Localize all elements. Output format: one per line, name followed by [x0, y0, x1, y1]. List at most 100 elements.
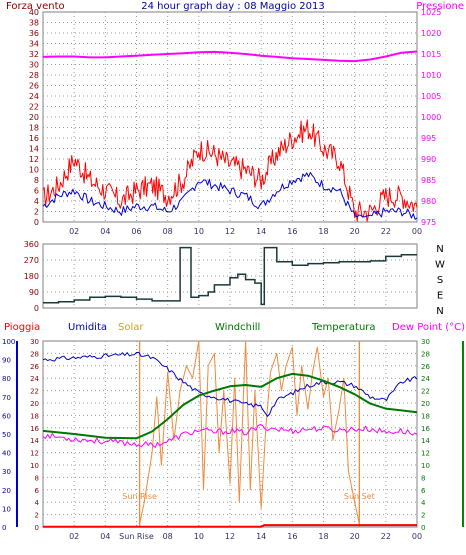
dewpoint-line — [42, 424, 418, 448]
rain-y-tick: 0 — [35, 524, 39, 532]
temp-y-tick: 20 — [421, 400, 430, 408]
x-tick-bottom: 10 — [194, 532, 204, 541]
temp-y-tick: 12 — [421, 450, 430, 458]
x-tick: 22 — [381, 227, 391, 236]
x-tick-bottom: 00 — [412, 532, 422, 541]
temp-y-tick: 4 — [421, 499, 426, 507]
rain-y-tick: 6 — [35, 487, 40, 495]
humidity-y-tick: 70 — [2, 394, 11, 402]
temp-y-tick: 0 — [421, 524, 425, 532]
x-tick: 06 — [131, 227, 141, 236]
wind-y-tick: 6 — [34, 187, 39, 196]
temp-y-tick: 14 — [421, 437, 430, 445]
wind-y-tick: 0 — [34, 218, 39, 227]
sunrise-annotation: Sun Rise — [122, 492, 157, 501]
wind-title: Forza vento — [6, 1, 65, 12]
direction-y-tick: 90 — [29, 288, 39, 297]
rain-y-tick: 26 — [30, 363, 39, 371]
x-tick-bottom: 08 — [163, 532, 173, 541]
wind-y-tick: 14 — [29, 145, 39, 154]
pressure-y-tick: 1020 — [421, 29, 441, 38]
x-tick: 12 — [225, 227, 235, 236]
wind-pressure-grid — [43, 12, 417, 222]
temp-y-tick: 22 — [421, 388, 430, 396]
wind-y-tick: 34 — [29, 40, 39, 49]
temperature-line — [42, 372, 418, 440]
pressure-title: Pressione — [416, 1, 464, 12]
pressure-y-tick: 995 — [421, 134, 436, 143]
temp-y-tick: 8 — [421, 474, 425, 482]
direction-y-tick: 360 — [24, 240, 39, 249]
pressure-y-tick: 990 — [421, 155, 436, 164]
rain-y-tick: 16 — [30, 425, 39, 433]
x-tick: 14 — [256, 227, 266, 236]
compass-label: N — [436, 306, 443, 317]
compass-label: E — [437, 291, 443, 302]
wind-y-tick: 30 — [29, 61, 39, 70]
rain-y-tick: 14 — [30, 437, 39, 445]
chart-title: 24 hour graph day : 08 Maggio 2013 — [141, 1, 324, 12]
rain-y-tick: 10 — [30, 462, 39, 470]
humidity-y-tick: 30 — [2, 468, 11, 476]
pressure-y-tick: 1005 — [421, 92, 441, 101]
x-tick: 04 — [100, 227, 110, 236]
pressure-y-tick: 1010 — [421, 71, 441, 80]
wind-y-tick: 26 — [29, 82, 39, 91]
x-tick-bottom: 04 — [100, 532, 110, 541]
temp-y-tick: 18 — [421, 412, 430, 420]
rain-y-tick: 18 — [30, 412, 39, 420]
wind-y-tick: 38 — [29, 19, 39, 28]
pressure-y-tick: 975 — [421, 218, 436, 227]
wind-y-tick: 28 — [29, 71, 39, 80]
x-tick-bottom: Sun Rise — [119, 532, 154, 541]
wind-direction-grid — [43, 244, 417, 308]
x-tick: 16 — [287, 227, 297, 236]
direction-y-tick: 0 — [34, 304, 39, 313]
rain-y-tick: 20 — [30, 400, 39, 408]
temp-y-tick: 28 — [421, 350, 430, 358]
pressure-y-tick: 980 — [421, 197, 436, 206]
humidity-y-tick: 20 — [2, 487, 11, 495]
pressure-y-tick: 1000 — [421, 113, 441, 122]
wind-y-tick: 12 — [29, 155, 39, 164]
rain-y-tick: 22 — [30, 388, 39, 396]
humidity-y-tick: 10 — [2, 505, 11, 513]
temp-y-tick: 30 — [421, 338, 430, 346]
humidity-y-tick: 50 — [2, 431, 11, 439]
wind-y-tick: 32 — [29, 50, 39, 59]
rain-y-tick: 12 — [30, 450, 39, 458]
wind-direction-line — [43, 246, 417, 306]
wind-y-tick: 8 — [34, 176, 39, 185]
temp-y-tick: 10 — [421, 462, 430, 470]
temp-y-tick: 16 — [421, 425, 430, 433]
wind-y-tick: 4 — [34, 197, 39, 206]
wind-y-tick: 18 — [29, 124, 39, 133]
compass-label: N — [436, 244, 443, 255]
x-tick: 20 — [350, 227, 360, 236]
pressure-line — [42, 50, 418, 63]
temp-y-tick: 24 — [421, 375, 430, 383]
humidity-line — [42, 351, 418, 417]
wind-y-tick: 36 — [29, 29, 39, 38]
x-tick-bottom: 02 — [69, 532, 79, 541]
humidity-y-tick: 0 — [2, 524, 6, 532]
rain-line — [43, 524, 417, 528]
wind-speed-line — [42, 171, 418, 220]
rain-y-tick: 28 — [30, 350, 39, 358]
wind-y-tick: 10 — [29, 166, 39, 175]
rain-y-tick: 8 — [35, 474, 39, 482]
humidity-y-tick: 60 — [2, 412, 11, 420]
wind-y-tick: 24 — [29, 92, 39, 101]
x-tick-bottom: 16 — [287, 532, 297, 541]
compass-label: S — [437, 275, 443, 286]
temp-y-tick: 2 — [421, 512, 425, 520]
solar-line — [139, 340, 360, 525]
x-tick-bottom: 18 — [318, 532, 328, 541]
wind-y-tick: 16 — [29, 134, 39, 143]
x-tick: 08 — [163, 227, 173, 236]
pressure-y-tick: 985 — [421, 176, 436, 185]
humidity-y-tick: 90 — [2, 357, 11, 365]
wind-y-tick: 20 — [29, 113, 39, 122]
x-tick: 10 — [194, 227, 204, 236]
